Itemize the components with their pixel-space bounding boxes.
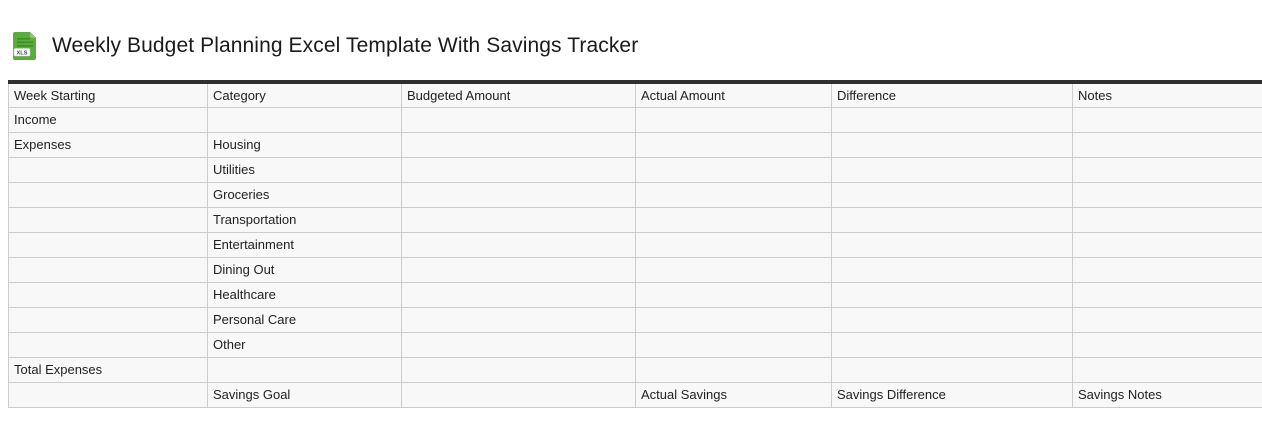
cell	[401, 106, 636, 133]
cell	[635, 206, 832, 233]
table-row: Savings Goal Actual Savings Savings Differ…	[8, 381, 1262, 408]
cell	[635, 331, 832, 358]
table-row: Total Expenses	[8, 356, 1262, 383]
cell	[831, 131, 1073, 158]
table-row: Healthcare	[8, 281, 1262, 308]
table-header-row: Week Starting Category Budgeted Amount Actu…	[8, 81, 1262, 108]
cell	[1072, 231, 1262, 258]
cell: Expenses	[8, 131, 208, 158]
cell	[635, 131, 832, 158]
cell	[401, 131, 636, 158]
cell	[1072, 331, 1262, 358]
budget-template-table: Week Starting Category Budgeted Amount Actu…	[8, 80, 1262, 408]
table-row: Other	[8, 331, 1262, 358]
cell	[1072, 106, 1262, 133]
cell: Groceries	[207, 181, 402, 208]
cell	[8, 331, 208, 358]
cell	[401, 156, 636, 183]
cell	[831, 106, 1073, 133]
xls-icon-label: XLS	[17, 50, 28, 56]
page-title: Weekly Budget Planning Excel Template Wi…	[52, 34, 639, 57]
cell: Income	[8, 106, 208, 133]
cell: Total Expenses	[8, 356, 208, 383]
cell: Actual Savings	[635, 381, 832, 408]
table-row: Dining Out	[8, 256, 1262, 283]
cell: Healthcare	[207, 281, 402, 308]
cell	[831, 356, 1073, 383]
table-row: Personal Care	[8, 306, 1262, 333]
cell: Savings Difference	[831, 381, 1073, 408]
cell	[831, 331, 1073, 358]
cell	[8, 381, 208, 408]
cell	[8, 256, 208, 283]
cell: Other	[207, 331, 402, 358]
table-row: Expenses Housing	[8, 131, 1262, 158]
cell	[831, 181, 1073, 208]
column-header: Budgeted Amount	[401, 81, 636, 108]
cell	[401, 181, 636, 208]
cell	[1072, 306, 1262, 333]
cell	[635, 281, 832, 308]
cell	[401, 356, 636, 383]
table-body: Income Expenses Housing Utilities Groceries T…	[8, 106, 1262, 408]
cell	[831, 156, 1073, 183]
column-header: Difference	[831, 81, 1073, 108]
cell	[635, 181, 832, 208]
cell: Utilities	[207, 156, 402, 183]
table-row: Income	[8, 106, 1262, 133]
cell	[831, 256, 1073, 283]
xls-file-icon: XLS	[12, 31, 38, 61]
cell	[8, 281, 208, 308]
table-row: Utilities	[8, 156, 1262, 183]
cell: Dining Out	[207, 256, 402, 283]
cell	[635, 156, 832, 183]
cell	[1072, 206, 1262, 233]
cell	[401, 281, 636, 308]
cell	[401, 381, 636, 408]
cell	[831, 231, 1073, 258]
cell	[1072, 281, 1262, 308]
cell	[635, 356, 832, 383]
cell	[207, 106, 402, 133]
cell	[401, 231, 636, 258]
table-row: Groceries	[8, 181, 1262, 208]
cell	[401, 306, 636, 333]
cell	[401, 331, 636, 358]
cell	[635, 256, 832, 283]
cell: Transportation	[207, 206, 402, 233]
cell	[635, 231, 832, 258]
table-row: Entertainment	[8, 231, 1262, 258]
cell: Personal Care	[207, 306, 402, 333]
cell	[1072, 131, 1262, 158]
cell: Housing	[207, 131, 402, 158]
column-header: Category	[207, 81, 402, 108]
cell	[635, 306, 832, 333]
column-header: Actual Amount	[635, 81, 832, 108]
table-row: Transportation	[8, 206, 1262, 233]
cell	[1072, 356, 1262, 383]
page-header: XLS Weekly Budget Planning Excel Templat…	[12, 31, 638, 61]
cell	[1072, 156, 1262, 183]
cell	[635, 106, 832, 133]
cell	[831, 306, 1073, 333]
column-header: Week Starting	[8, 81, 208, 108]
cell	[8, 156, 208, 183]
cell	[8, 181, 208, 208]
column-header: Notes	[1072, 81, 1262, 108]
cell	[207, 356, 402, 383]
cell	[8, 206, 208, 233]
cell	[1072, 256, 1262, 283]
cell	[8, 231, 208, 258]
cell: Savings Goal	[207, 381, 402, 408]
cell	[1072, 181, 1262, 208]
cell	[401, 206, 636, 233]
cell	[831, 281, 1073, 308]
cell	[8, 306, 208, 333]
cell: Entertainment	[207, 231, 402, 258]
cell	[401, 256, 636, 283]
cell: Savings Notes	[1072, 381, 1262, 408]
cell	[831, 206, 1073, 233]
